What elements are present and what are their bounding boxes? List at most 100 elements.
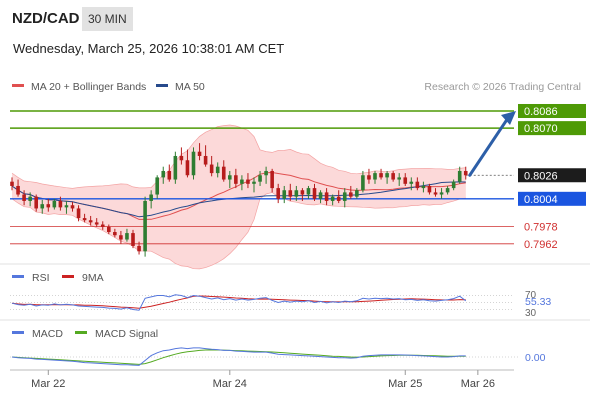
candle-body	[76, 208, 81, 219]
candle-body	[463, 170, 468, 176]
candle-body	[185, 160, 190, 176]
candle-body	[197, 151, 202, 156]
candle-body	[276, 188, 280, 199]
level-label-s1-box	[518, 191, 586, 206]
ma20-legend-label: MA 20 + Bollinger Bands	[31, 81, 146, 93]
projection-arrow	[468, 116, 510, 177]
candle-body	[155, 177, 159, 195]
candle-body	[113, 232, 117, 236]
candle-body	[221, 166, 226, 180]
x-axis-tick-label: Mar 24	[213, 378, 247, 390]
candle-body	[457, 170, 462, 182]
level-label-last: 0.8026	[524, 170, 558, 182]
candle-body	[421, 185, 426, 189]
macd-plot	[10, 347, 520, 366]
macd-signal-line	[11, 349, 466, 365]
candle-body	[82, 218, 87, 221]
rsi-legend-label: RSI	[32, 272, 50, 284]
macd-line	[11, 347, 466, 366]
candle-body	[409, 181, 414, 184]
chart-header: NZD/CAD 30 MIN Wednesday, March 25, 2026…	[0, 0, 590, 66]
candle-body	[149, 194, 153, 201]
macd-legend-label: MACD	[32, 328, 63, 340]
candle-body	[40, 204, 45, 209]
timeframe-button[interactable]: 30 MIN	[82, 7, 133, 31]
candle-body	[270, 170, 274, 189]
ma50-legend-label: MA 50	[175, 81, 205, 93]
candle-body	[427, 185, 432, 193]
ma50-line	[11, 181, 466, 218]
level-label-s3: 0.7962	[524, 239, 558, 251]
candle-body	[379, 173, 383, 178]
candle-body	[143, 200, 147, 252]
candle-body	[439, 192, 444, 195]
candle-body	[282, 190, 287, 199]
symbol-label: NZD/CAD	[12, 10, 80, 27]
candle-body	[312, 188, 317, 199]
candle-body	[367, 175, 371, 180]
rsi-legend-swatch	[12, 275, 24, 278]
candle-body	[240, 179, 244, 184]
level-label-r2-box	[518, 103, 586, 118]
candle-body	[415, 181, 420, 189]
candle-body	[137, 245, 141, 252]
candle-body	[342, 192, 347, 201]
level-label-r1-box	[518, 121, 586, 136]
nine-ma-line	[11, 295, 466, 309]
rsi-line	[11, 294, 467, 311]
candle-body	[16, 185, 20, 195]
candle-body	[330, 196, 335, 201]
candle-body	[173, 155, 178, 180]
candle-body	[100, 224, 105, 227]
x-axis-tick-label: Mar 25	[388, 378, 422, 390]
x-axis: Mar 22 Mar 24 Mar 25 Mar 26	[31, 370, 495, 390]
level-label-r2: 0.8086	[524, 106, 558, 118]
main-legend: MA 20 + Bollinger Bands MA 50 Research ©…	[12, 81, 581, 93]
candle-body	[28, 196, 32, 201]
candle-body	[391, 173, 395, 180]
level-label-s1: 0.8004	[524, 194, 558, 206]
candle-body	[294, 190, 299, 197]
candle-body	[288, 190, 293, 197]
candle-body	[203, 155, 208, 165]
level-label-last-box	[518, 168, 586, 183]
candle-body	[373, 173, 377, 180]
nine-ma-legend-label: 9MA	[82, 272, 104, 284]
candle-body	[258, 175, 262, 182]
candle-body	[94, 222, 99, 225]
x-axis-tick-label: Mar 26	[461, 378, 495, 390]
candle-body	[119, 235, 123, 240]
candle-body	[397, 177, 401, 180]
projection-arrow-head	[501, 110, 516, 125]
price-level-labels: 0.8086 0.8070 0.8026 0.8004 0.7978 0.7962	[518, 103, 586, 251]
candle-body	[167, 170, 172, 180]
candle-body	[355, 190, 359, 197]
candle-body	[161, 170, 166, 178]
candle-body	[46, 204, 51, 208]
level-label-s2: 0.7978	[524, 222, 558, 234]
candle-body	[22, 194, 26, 201]
credit-label: Research © 2026 Trading Central	[424, 81, 581, 93]
macd-legend: MACD MACD Signal	[12, 328, 158, 340]
candle-body	[246, 179, 250, 184]
candle-body	[336, 196, 341, 201]
candle-body	[264, 170, 268, 176]
bollinger-upper-line	[11, 124, 466, 189]
candle-body	[252, 181, 256, 184]
candle-body	[451, 181, 456, 189]
main-plot	[10, 110, 516, 270]
macd-value-label: 0.00	[525, 352, 546, 364]
candle-body	[349, 192, 353, 197]
candle-body	[306, 188, 311, 195]
candle-body	[361, 175, 365, 191]
nine-ma-legend-swatch	[62, 275, 74, 278]
rsi-legend: RSI 9MA	[12, 272, 104, 284]
ma50-legend-swatch	[156, 84, 168, 87]
ma20-legend-swatch	[12, 84, 24, 87]
rsi-level-70: 70	[525, 290, 537, 301]
macd-signal-legend-label: MACD Signal	[95, 328, 158, 340]
bollinger-band-area	[12, 125, 466, 269]
candle-body	[88, 220, 93, 223]
candle-body	[191, 151, 196, 176]
